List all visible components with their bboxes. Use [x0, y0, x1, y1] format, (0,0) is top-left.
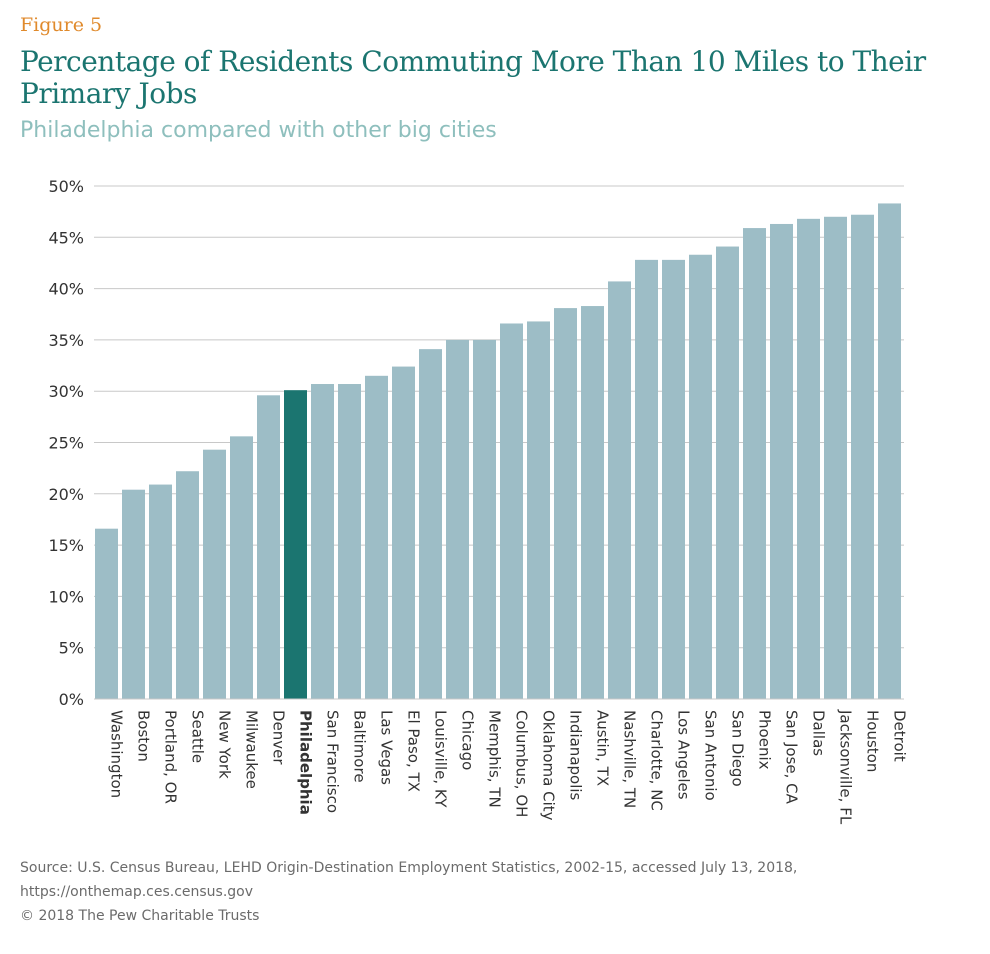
- source-line-1: Source: U.S. Census Bureau, LEHD Origin-…: [20, 860, 798, 876]
- x-tick-label: San Diego: [729, 710, 747, 787]
- figure-label: Figure 5: [20, 14, 103, 36]
- y-tick-label: 45%: [48, 228, 84, 247]
- y-tick-label: 35%: [48, 331, 84, 350]
- x-tick-label: Baltimore: [351, 710, 369, 783]
- x-tick-label: San Antonio: [702, 710, 720, 801]
- y-tick-label: 15%: [48, 536, 84, 555]
- bar: [392, 366, 415, 699]
- y-tick-label: 25%: [48, 434, 84, 453]
- bar: [203, 449, 226, 699]
- x-tick-label: Jacksonville, FL: [837, 709, 855, 825]
- x-tick-label: New York: [216, 710, 234, 779]
- x-tick-label: Houston: [864, 710, 882, 772]
- source-line-2: https://onthemap.ces.census.gov: [20, 884, 254, 900]
- bar-chart: 0% 5% 10% 15% 20% 25% 30% 35% 40% 45% 50% Washingto…: [48, 177, 909, 825]
- chart-title: Percentage of Residents Commuting More T…: [20, 45, 926, 110]
- bar: [770, 223, 793, 699]
- x-tick-label: Chicago: [459, 710, 477, 770]
- bar: [176, 471, 199, 699]
- x-tick-label: Louisville, KY: [432, 710, 450, 808]
- x-tick-label: Memphis, TN: [486, 710, 504, 808]
- x-tick-label: Indianapolis: [567, 710, 585, 801]
- y-tick-label: 50%: [48, 177, 84, 196]
- bar: [743, 228, 766, 700]
- bar: [338, 384, 361, 699]
- bar: [122, 489, 145, 699]
- x-tick-label: El Paso, TX: [405, 710, 423, 792]
- x-tick-label: Phoenix: [756, 710, 774, 770]
- y-tick-label: 0%: [59, 690, 84, 709]
- copyright: © 2018 The Pew Charitable Trusts: [20, 908, 260, 924]
- x-tick-label: Los Angeles: [675, 710, 693, 800]
- x-tick-label: Nashville, TN: [621, 710, 639, 808]
- bar: [608, 281, 631, 699]
- source-note: Source: U.S. Census Bureau, LEHD Origin-…: [20, 856, 960, 904]
- bar: [284, 390, 307, 699]
- bar: [554, 308, 577, 699]
- bar: [311, 384, 334, 699]
- y-tick-label: 10%: [48, 587, 84, 606]
- x-tick-label: Oklahoma City: [540, 710, 558, 821]
- x-tick-label: Austin, TX: [594, 710, 612, 786]
- x-tick-label: Milwaukee: [243, 710, 261, 789]
- chart-subtitle: Philadelphia compared with other big cit…: [20, 118, 497, 143]
- y-tick-label: 20%: [48, 485, 84, 504]
- y-tick-label: 40%: [48, 280, 84, 299]
- x-tick-label: Boston: [135, 710, 153, 762]
- bar: [689, 254, 712, 699]
- bar: [581, 306, 604, 699]
- x-tick-label: San Francisco: [324, 710, 342, 813]
- bar: [824, 216, 847, 699]
- bar: [851, 214, 874, 699]
- bar: [635, 259, 658, 699]
- x-tick-label: San Jose, CA: [783, 710, 801, 805]
- bar: [500, 323, 523, 699]
- bar: [662, 259, 685, 699]
- y-tick-label: 30%: [48, 382, 84, 401]
- bar: [473, 339, 496, 699]
- bar: [149, 484, 172, 699]
- x-tick-label: Dallas: [810, 710, 828, 756]
- x-tick-label: Las Vegas: [378, 710, 396, 785]
- bar: [527, 321, 550, 699]
- bar: [878, 203, 901, 699]
- x-tick-label: Columbus, OH: [513, 710, 531, 817]
- bar: [365, 375, 388, 699]
- x-tick-label: Charlotte, NC: [648, 710, 666, 811]
- x-tick-label: Denver: [270, 710, 288, 765]
- bar: [446, 339, 469, 699]
- x-tick-label: Washington: [108, 710, 126, 798]
- x-tick-label: Detroit: [891, 710, 909, 762]
- bar: [716, 246, 739, 699]
- bar: [230, 436, 253, 699]
- bar: [797, 218, 820, 699]
- bar: [257, 395, 280, 699]
- x-tick-label: Philadelphia: [297, 710, 315, 815]
- bar: [95, 528, 118, 699]
- y-tick-label: 5%: [59, 639, 84, 658]
- x-tick-label: Seattle: [189, 710, 207, 763]
- x-tick-label: Portland, OR: [162, 710, 180, 804]
- bar: [419, 349, 442, 699]
